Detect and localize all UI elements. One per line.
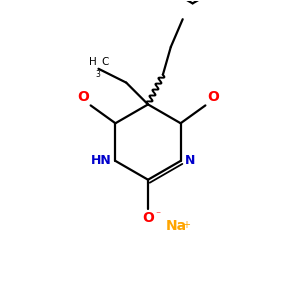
Text: O: O: [77, 90, 89, 104]
Text: 3: 3: [95, 70, 100, 79]
Text: C: C: [101, 57, 109, 67]
Text: +: +: [182, 220, 190, 230]
Text: HN: HN: [91, 154, 112, 167]
Text: O: O: [142, 212, 154, 225]
Text: ⁻: ⁻: [155, 210, 160, 220]
Text: H: H: [89, 57, 97, 67]
Text: Na: Na: [166, 219, 187, 233]
Text: O: O: [207, 90, 219, 104]
Text: N: N: [184, 154, 195, 167]
